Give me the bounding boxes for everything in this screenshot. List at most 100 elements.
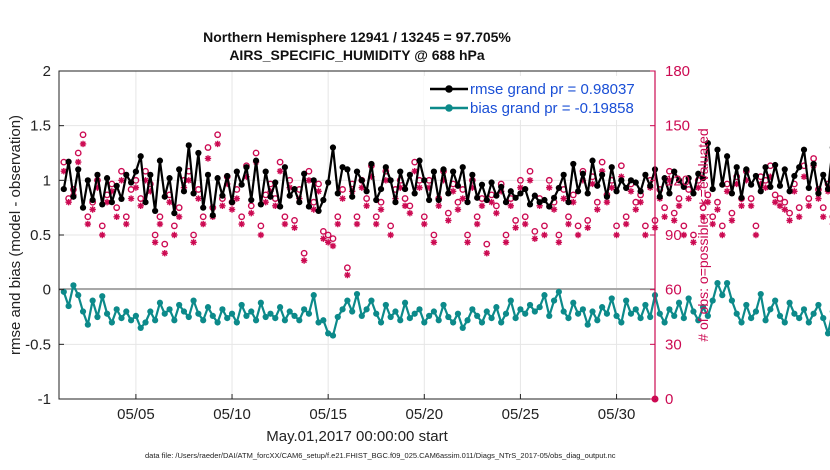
bias-marker bbox=[781, 319, 788, 326]
rmse-marker bbox=[99, 201, 106, 208]
x-tick-label: 05/25 bbox=[502, 406, 540, 423]
obs-possible-marker bbox=[161, 240, 169, 248]
rmse-marker bbox=[123, 171, 130, 178]
bias-marker bbox=[176, 301, 183, 309]
bias-marker bbox=[748, 314, 755, 322]
bias-marker bbox=[671, 312, 678, 320]
obs-evaluated-marker bbox=[699, 213, 707, 220]
rmse-marker bbox=[517, 190, 524, 197]
rmse-marker bbox=[536, 199, 543, 206]
rmse-marker bbox=[75, 166, 82, 173]
obs-possible-marker bbox=[512, 217, 520, 224]
rmse-marker bbox=[762, 164, 769, 171]
obs-evaluated-marker bbox=[123, 220, 130, 228]
rmse-marker bbox=[305, 203, 313, 210]
rmse-marker bbox=[709, 185, 716, 193]
obs-evaluated-marker bbox=[709, 220, 716, 228]
bias-marker bbox=[406, 314, 413, 322]
bias-marker bbox=[594, 317, 601, 324]
obs-evaluated-marker bbox=[618, 173, 625, 180]
y2-tick-label: 0 bbox=[665, 391, 673, 408]
bias-marker bbox=[132, 312, 140, 320]
obs-possible-marker bbox=[122, 213, 130, 221]
bias-marker bbox=[209, 312, 216, 320]
obs-possible-marker bbox=[613, 222, 620, 230]
y-tick-label: -1 bbox=[38, 391, 51, 408]
obs-evaluated-marker bbox=[603, 199, 611, 206]
rmse-marker bbox=[748, 181, 755, 188]
obs-evaluated-marker bbox=[99, 231, 106, 239]
rmse-marker bbox=[353, 168, 361, 175]
x-axis-label: May.01,2017 00:00:00 start bbox=[266, 428, 448, 445]
rmse-marker bbox=[377, 185, 385, 193]
obs-possible-marker bbox=[281, 213, 289, 221]
obs-evaluated-marker bbox=[373, 220, 380, 228]
rmse-marker bbox=[320, 196, 327, 204]
bias-marker bbox=[219, 306, 226, 313]
legend-bias-label: bias grand pr = -0.19858 bbox=[470, 100, 634, 117]
rmse-marker bbox=[79, 204, 87, 211]
rmse-marker bbox=[142, 199, 149, 206]
bias-marker bbox=[502, 310, 510, 317]
obs-evaluated-marker bbox=[84, 220, 92, 228]
obs-possible-marker bbox=[483, 240, 491, 248]
bias-marker bbox=[190, 297, 197, 304]
rmse-marker bbox=[349, 193, 356, 200]
rmse-marker bbox=[358, 177, 365, 184]
rmse-marker bbox=[474, 194, 481, 201]
obs-evaluated-marker bbox=[147, 188, 154, 195]
obs-evaluated-marker bbox=[425, 184, 433, 191]
obs-possible-marker bbox=[565, 213, 572, 221]
bias-marker bbox=[642, 301, 649, 309]
bias-marker bbox=[815, 301, 822, 309]
rmse-marker bbox=[560, 171, 567, 178]
bias-marker bbox=[603, 310, 611, 317]
obs-evaluated-marker bbox=[430, 239, 438, 246]
bias-marker bbox=[517, 306, 524, 313]
bias-marker bbox=[550, 297, 558, 304]
rmse-marker bbox=[339, 164, 346, 171]
rmse-marker bbox=[699, 175, 707, 182]
bias-marker bbox=[632, 306, 639, 313]
bias-marker bbox=[339, 306, 346, 313]
y2-tick-label: 30 bbox=[665, 336, 682, 353]
bias-marker bbox=[127, 317, 135, 324]
bias-marker bbox=[224, 314, 231, 322]
rmse-marker bbox=[325, 179, 332, 186]
obs-evaluated-marker bbox=[622, 220, 630, 228]
obs-evaluated-marker bbox=[627, 188, 635, 195]
obs-evaluated-marker bbox=[449, 188, 457, 195]
obs-evaluated-marker bbox=[541, 231, 548, 239]
obs-possible-marker bbox=[454, 198, 462, 206]
bias-marker bbox=[137, 324, 144, 332]
bias-marker bbox=[445, 313, 452, 321]
obs-possible-marker bbox=[170, 222, 178, 230]
bias-marker bbox=[512, 314, 519, 322]
bias-marker bbox=[147, 308, 154, 315]
rmse-marker bbox=[719, 181, 726, 188]
obs-possible-marker bbox=[247, 202, 255, 210]
bias-marker bbox=[301, 306, 308, 313]
obs-evaluated-marker bbox=[800, 173, 808, 180]
obs-evaluated-marker bbox=[339, 195, 346, 202]
obs-possible-marker bbox=[420, 213, 428, 221]
legend-rmse-marker bbox=[445, 85, 453, 93]
obs-evaluated-marker bbox=[276, 168, 284, 175]
rmse-marker bbox=[137, 153, 144, 160]
y2-axis-label: # of obs: o=possible; ∗=evaluated bbox=[695, 128, 711, 341]
obs-possible-marker bbox=[473, 213, 481, 221]
obs-evaluated-marker bbox=[118, 177, 125, 184]
obs-possible-marker bbox=[502, 231, 510, 239]
rmse-marker bbox=[156, 157, 164, 164]
obs-evaluated-marker bbox=[714, 206, 721, 213]
rmse-marker bbox=[103, 175, 111, 182]
obs-possible-marker bbox=[718, 222, 726, 230]
bias-marker bbox=[589, 308, 596, 315]
rmse-marker bbox=[690, 190, 697, 197]
rmse-marker bbox=[233, 168, 240, 175]
obs-evaluated-marker bbox=[127, 195, 135, 202]
obs-evaluated-marker bbox=[233, 195, 241, 202]
rmse-marker bbox=[363, 188, 370, 195]
rmse-marker bbox=[526, 201, 534, 208]
